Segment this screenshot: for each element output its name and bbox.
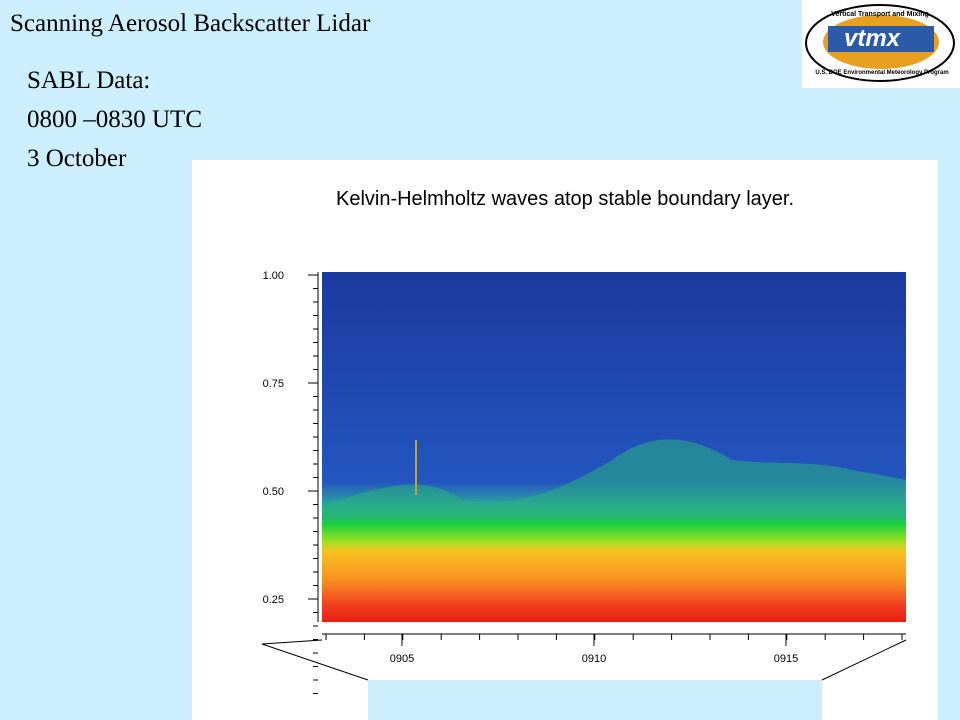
caption-box [368,680,822,720]
logo: vtmx Vertical Transport and Mixing U.S. … [802,0,960,88]
y-tick-label: 0.50 [263,486,284,498]
x-tick-label: 0915 [774,653,798,665]
zoom-line [261,643,369,681]
info-line: 0800 –0830 UTC [27,106,202,133]
slide-title: Scanning Aerosol Backscatter Lidar [10,10,371,37]
logo-bottom-text: U.S. DOE Environmental Meteorology Progr… [815,70,948,76]
logo-band [828,26,934,52]
y-tick-label: 0.75 [263,378,284,390]
info-line: SABL Data: [27,67,151,94]
figure: Kelvin-Helmholtz waves atop stable bound… [192,160,938,720]
x-tick-label: 0910 [582,653,606,665]
zoom-line [821,639,907,681]
zoom-line [261,639,323,645]
y-tick-label: 0.25 [263,594,284,606]
lidar-image [322,272,906,622]
wave-layer [322,439,906,520]
y-tick-label: 1.00 [263,270,284,282]
logo-name: vtmx [844,25,902,52]
info-line: 3 October [27,145,127,172]
x-tick-label: 0905 [390,653,414,665]
logo-top-text: Vertical Transport and Mixing [831,11,929,18]
figure-title: Kelvin-Helmholtz waves atop stable bound… [336,188,794,210]
